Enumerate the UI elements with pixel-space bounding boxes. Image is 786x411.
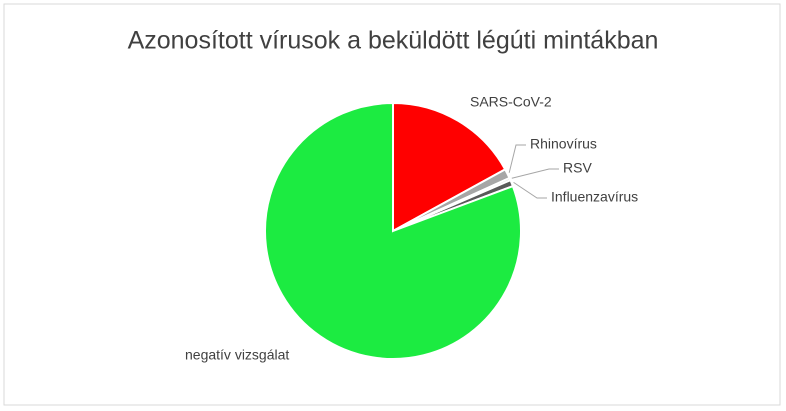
chart-title: Azonosított vírusok a beküldött légúti m…: [128, 27, 659, 55]
leader-line: [508, 144, 526, 173]
slice-label: Rhinovírus: [530, 136, 597, 152]
slice-label: Influenzavírus: [551, 189, 638, 205]
slice-label: negatív vizsgálat: [185, 347, 289, 363]
slice-label: RSV: [563, 160, 592, 176]
slice-label: SARS-CoV-2: [470, 94, 552, 110]
pie-slice: [264, 101, 522, 360]
pie-slice: [392, 101, 507, 233]
leader-line: [513, 181, 547, 199]
leader-line: [511, 168, 559, 179]
